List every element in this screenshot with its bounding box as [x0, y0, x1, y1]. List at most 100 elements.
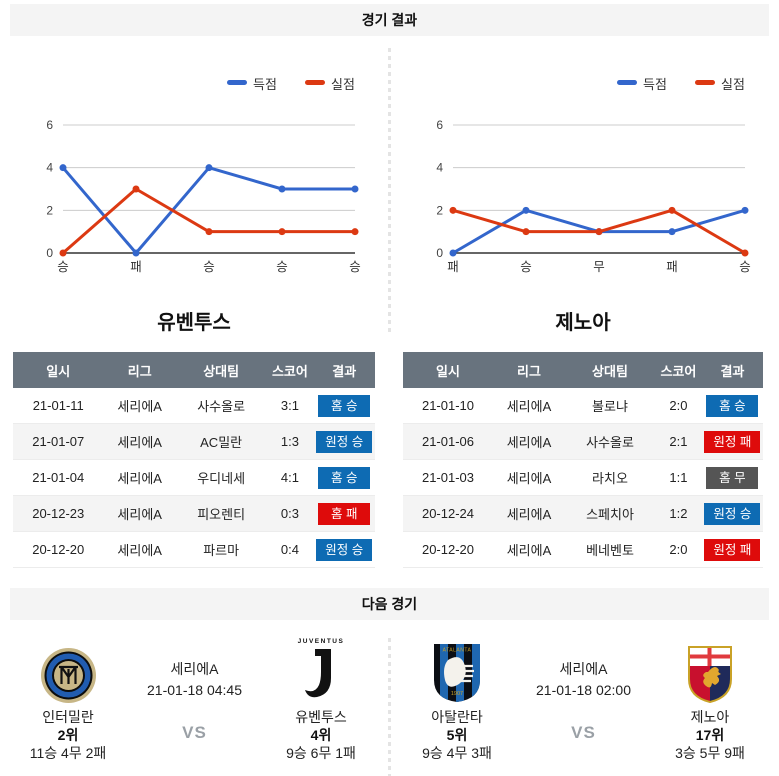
data-point [278, 228, 286, 236]
col-result: 결과 [701, 352, 763, 388]
result-badge: 홈 패 [318, 502, 371, 525]
genoa-goals-chart: 0 2 4 6 패 승 무 패 승 득점 실점 [436, 77, 751, 274]
match-opponent: 피오렌티 [175, 495, 267, 532]
inter-milan-logo [40, 634, 97, 704]
match-opponent: 우디네세 [175, 459, 267, 496]
table-row: 21-01-11 세리에A 사수올로 3:1 홈 승 [13, 388, 375, 424]
team-title-genoa: 제노아 [555, 312, 611, 334]
x-axis-tick-label: 승 [276, 260, 288, 274]
data-point [449, 249, 457, 257]
genoa-logo [686, 634, 734, 704]
y-axis-tick-label: 6 [436, 118, 443, 132]
legend-swatch [617, 80, 637, 85]
svg-text:JUVENTUS: JUVENTUS [298, 638, 345, 645]
data-point [741, 206, 749, 214]
data-point [449, 206, 457, 214]
x-axis-tick-label: 패 [666, 260, 678, 274]
team-record: 9승 6무 1패 [286, 745, 356, 761]
y-axis-tick-label: 2 [46, 203, 53, 217]
svg-text:ATALANTA: ATALANTA [443, 648, 472, 654]
result-badge: 홈 승 [706, 394, 759, 417]
match-date: 21-01-11 [13, 388, 104, 424]
x-axis-tick-label: 승 [349, 260, 361, 274]
table-row: 20-12-20 세리에A 베네벤토 2:0 원정 패 [403, 531, 763, 568]
col-score: 스코어 [266, 352, 314, 388]
team-rank: 17위 [695, 727, 725, 743]
match-opponent: 스페치아 [565, 495, 655, 532]
team-block-atalanta: ATALANTA 1907 아탈란타 5위 9승 4무 3패 [393, 634, 521, 762]
match-league: 세리에A [103, 423, 176, 460]
match-opponent: 볼로냐 [565, 388, 655, 424]
match-date: 21-01-03 [403, 459, 493, 496]
match-league: 세리에A [493, 459, 565, 496]
data-point [132, 249, 140, 257]
match-opponent: 라치오 [565, 459, 655, 496]
result-badge: 홈 무 [706, 466, 759, 489]
match-opponent: 사수올로 [565, 423, 655, 460]
next-match-atalanta-genoa: ATALANTA 1907 아탈란타 5위 9승 4무 3패 세리에A 21-0… [389, 634, 778, 762]
team-block-genoa: 제노아 17위 3승 5무 9패 [646, 634, 774, 762]
match-score: 1:2 [655, 495, 702, 532]
match-datetime: 21-01-18 02:00 [536, 682, 631, 698]
x-axis-tick-label: 승 [57, 260, 69, 274]
match-score: 1:3 [266, 423, 314, 460]
dashed-divider [388, 48, 391, 334]
data-point [668, 228, 676, 236]
legend-label: 득점 [253, 77, 277, 92]
table-row: 21-01-06 세리에A 사수올로 2:1 원정 패 [403, 423, 763, 460]
match-score: 1:1 [655, 459, 702, 496]
juventus-goals-chart: 0 2 4 6 승 패 승 승 승 득점 실점 [46, 77, 361, 274]
team-title-juventus: 유벤투스 [157, 312, 231, 334]
result-badge: 원정 패 [704, 430, 761, 453]
x-axis-tick-label: 패 [447, 260, 459, 274]
col-opponent: 상대팀 [175, 352, 267, 388]
y-axis-tick-label: 0 [46, 246, 53, 260]
match-info-block: 세리에A 21-01-18 02:00 VS [521, 634, 646, 762]
match-league: 세리에A [493, 495, 565, 532]
inter-milan-logo-icon [40, 648, 96, 703]
match-opponent: 베네벤토 [565, 531, 655, 568]
data-point [741, 249, 749, 257]
next-matches-section: 인터밀란 2위 11승 4무 2패 세리에A 21-01-18 04:45 VS… [0, 634, 779, 776]
juventus-logo: JUVENTUS [293, 634, 349, 704]
vs-label: VS [571, 723, 596, 742]
legend-label: 득점 [643, 77, 667, 92]
match-opponent: AC밀란 [175, 423, 267, 460]
x-axis-tick-label: 승 [739, 260, 751, 274]
match-datetime: 21-01-18 04:45 [147, 682, 242, 698]
legend-swatch [227, 80, 247, 85]
match-date: 21-01-04 [13, 459, 104, 496]
team-record: 9승 4무 3패 [422, 745, 492, 761]
table-row: 21-01-10 세리에A 볼로냐 2:0 홈 승 [403, 388, 763, 424]
col-opponent: 상대팀 [565, 352, 655, 388]
data-point [351, 185, 359, 193]
team-record: 3승 5무 9패 [675, 745, 745, 761]
data-point [595, 228, 603, 236]
match-league: 세리에A [103, 495, 176, 532]
result-badge: 홈 승 [318, 466, 371, 489]
team-rank: 5위 [446, 727, 468, 743]
match-league: 세리에A [493, 423, 565, 460]
match-info-block: 세리에A 21-01-18 04:45 VS [132, 634, 257, 762]
genoa-results-table: 일시 리그 상대팀 스코어 결과 21-01-10 세리에A 볼로냐 2:0 홈… [403, 352, 763, 568]
y-axis-tick-label: 6 [46, 118, 53, 132]
col-date: 일시 [403, 352, 493, 388]
match-league: 세리에A [493, 388, 565, 424]
x-axis-tick-label: 무 [593, 260, 605, 274]
atalanta-logo-icon: ATALANTA 1907 [434, 644, 480, 702]
table-row: 21-01-07 세리에A AC밀란 1:3 원정 승 [13, 423, 375, 460]
match-league: 세리에A [170, 661, 219, 677]
match-league: 세리에A [103, 388, 176, 424]
match-score: 2:0 [655, 531, 702, 568]
result-badge: 원정 승 [704, 502, 761, 525]
data-point [59, 249, 67, 257]
match-date: 21-01-07 [13, 423, 104, 460]
next-section-title: 다음 경기 [361, 596, 418, 612]
table-row: 20-12-23 세리에A 피오렌티 0:3 홈 패 [13, 495, 375, 532]
legend-label: 실점 [721, 77, 745, 92]
match-league: 세리에A [103, 531, 176, 568]
next-section-header: 다음 경기 [10, 588, 769, 620]
match-score: 0:3 [266, 495, 314, 532]
genoa-logo-icon [688, 646, 732, 704]
match-date: 20-12-24 [403, 495, 493, 532]
